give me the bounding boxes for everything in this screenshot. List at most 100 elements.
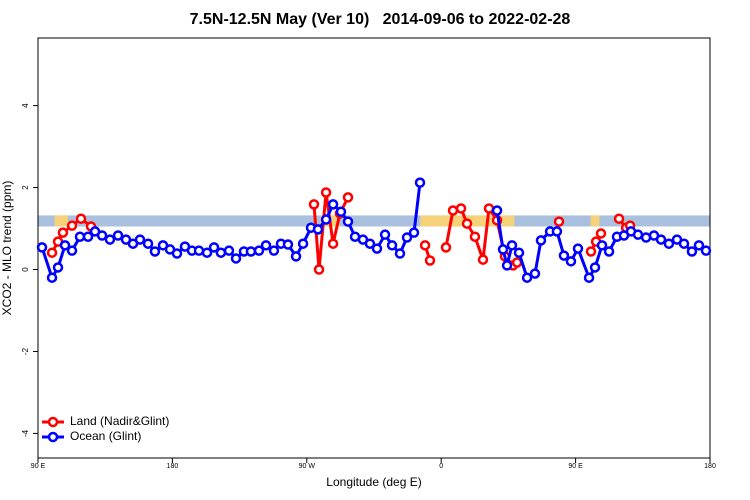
legend-marker <box>47 416 59 428</box>
y-tick-label: 0 <box>21 267 30 272</box>
data-point <box>215 247 227 258</box>
data-point <box>529 268 541 279</box>
data-point <box>104 234 116 245</box>
x-axis-label: Longitude (deg E) <box>326 475 421 489</box>
land-patch <box>54 215 68 227</box>
data-point <box>414 177 426 188</box>
data-point <box>208 242 220 253</box>
data-point <box>401 232 413 243</box>
data-point <box>253 245 265 256</box>
legend-marker <box>47 431 59 443</box>
data-point <box>313 264 325 275</box>
data-point <box>171 248 183 259</box>
y-tick-label: -2 <box>21 347 30 355</box>
x-tick-label: 90 W <box>299 463 316 470</box>
data-point <box>686 246 698 257</box>
data-point <box>46 247 58 258</box>
data-point <box>335 206 347 217</box>
legend-label: Ocean (Glint) <box>70 429 141 443</box>
data-point <box>506 240 518 251</box>
data-point <box>52 262 64 273</box>
data-point <box>59 240 71 251</box>
data-point <box>585 246 597 257</box>
x-tick-label: 90 E <box>31 463 46 470</box>
data-point <box>596 240 608 251</box>
data-point <box>483 203 495 214</box>
y-tick-label: 2 <box>21 185 30 190</box>
data-point <box>320 214 332 225</box>
data-point <box>501 260 513 271</box>
data-point <box>245 246 257 257</box>
x-tick-label: 90 E <box>568 463 583 470</box>
data-point <box>66 245 78 256</box>
data-point <box>312 224 324 235</box>
data-point <box>424 255 436 266</box>
data-point <box>320 187 332 198</box>
data-point <box>57 227 69 238</box>
data-point <box>572 243 584 254</box>
data-point <box>469 231 481 242</box>
x-tick-label: 180 <box>167 463 179 470</box>
data-point <box>223 245 235 256</box>
data-point <box>342 216 354 227</box>
y-tick-label: 4 <box>21 103 30 108</box>
series-line <box>50 192 631 270</box>
legend-label: Land (Nadir&Glint) <box>70 414 169 428</box>
data-point <box>36 242 48 253</box>
y-tick-label: -4 <box>21 429 30 437</box>
data-point <box>268 245 280 256</box>
data-point <box>379 229 391 240</box>
x-tick-label: 180 <box>704 463 716 470</box>
data-point <box>193 245 205 256</box>
data-point <box>513 247 525 258</box>
data-point <box>678 238 690 249</box>
data-point <box>46 272 58 283</box>
x-tick-label: 0 <box>439 463 443 470</box>
data-point <box>394 248 406 259</box>
data-point <box>342 192 354 203</box>
data-point <box>655 234 667 245</box>
data-point <box>371 243 383 254</box>
data-point <box>491 205 503 216</box>
data-point <box>447 205 459 216</box>
data-point <box>551 226 563 237</box>
data-point <box>327 238 339 249</box>
data-point <box>308 199 320 210</box>
data-point <box>230 253 242 264</box>
data-point <box>297 238 309 249</box>
series-line <box>40 182 707 282</box>
data-point <box>364 238 376 249</box>
data-point <box>440 242 452 253</box>
data-point <box>583 272 595 283</box>
data-point <box>535 235 547 246</box>
data-point <box>700 245 712 256</box>
y-axis-label: XCO2 - MLO trend (ppm) <box>0 181 14 316</box>
data-point <box>419 240 431 251</box>
data-point <box>142 238 154 249</box>
data-point <box>553 216 565 227</box>
data-point <box>327 199 339 210</box>
data-point <box>455 203 467 214</box>
data-point <box>558 250 570 261</box>
reference-band <box>38 215 710 227</box>
data-point <box>477 254 489 265</box>
data-point <box>589 262 601 273</box>
data-point <box>613 213 625 224</box>
data-point <box>149 246 161 257</box>
data-point <box>565 256 577 267</box>
chart-title: 7.5N-12.5N May (Ver 10) 2014-09-06 to 20… <box>190 11 571 28</box>
data-point <box>595 228 607 239</box>
data-point <box>693 240 705 251</box>
data-point <box>96 230 108 241</box>
data-point <box>74 231 86 242</box>
data-point <box>282 239 294 250</box>
data-point <box>663 238 675 249</box>
data-point <box>134 234 146 245</box>
data-point <box>632 229 644 240</box>
data-point <box>112 230 124 241</box>
data-point <box>66 220 78 231</box>
data-point <box>386 240 398 251</box>
data-point <box>408 227 420 238</box>
data-point <box>497 244 509 255</box>
